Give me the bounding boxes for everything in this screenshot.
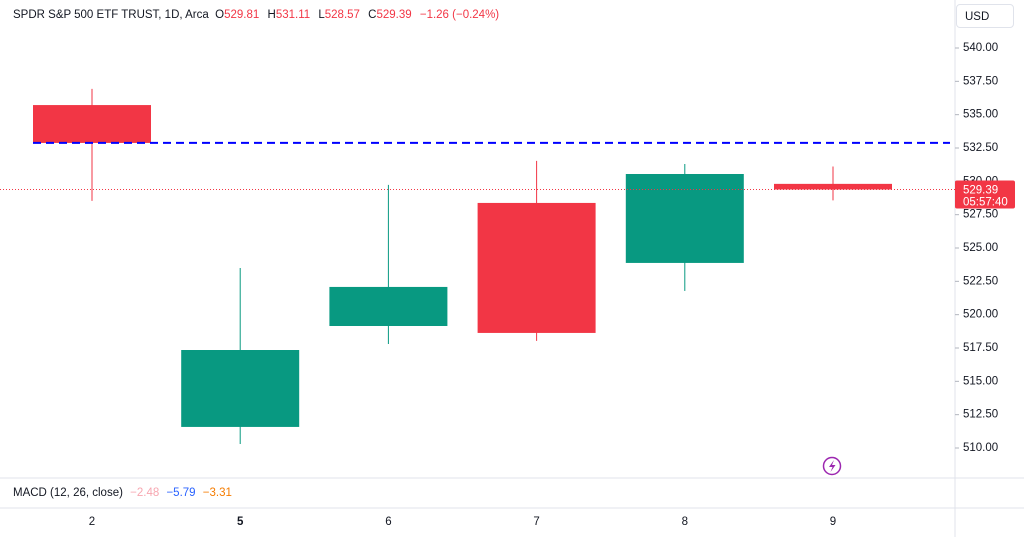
x-tick-label: 6 bbox=[385, 516, 391, 528]
y-tick-label: 515.00 bbox=[963, 375, 998, 387]
macd-value: −2.48 bbox=[130, 487, 160, 499]
price-label-box bbox=[955, 180, 1015, 209]
open-value: 529.81 bbox=[224, 9, 260, 21]
high-value: 531.11 bbox=[275, 9, 311, 21]
candle-body bbox=[625, 174, 744, 263]
x-tick-label: 8 bbox=[682, 516, 688, 528]
candle-body bbox=[181, 350, 300, 427]
y-tick-label: 540.00 bbox=[963, 42, 998, 54]
x-tick-label: 7 bbox=[533, 516, 539, 528]
candle-body bbox=[33, 105, 151, 143]
y-tick-label: 517.50 bbox=[963, 342, 998, 354]
price-label: 529.39 bbox=[963, 184, 998, 196]
y-tick-label: 510.00 bbox=[963, 442, 998, 454]
y-tick-label: 522.50 bbox=[963, 275, 998, 287]
change: −1.26 (−0.24%) bbox=[419, 9, 500, 21]
lightning-icon[interactable] bbox=[822, 456, 842, 476]
legend-header: SPDR S&P 500 ETF TRUST, 1D, Arca O529.81… bbox=[13, 9, 504, 21]
low-value: 528.57 bbox=[324, 9, 360, 21]
y-tick-label: 525.00 bbox=[963, 242, 998, 254]
y-tick-label: 537.50 bbox=[963, 75, 998, 87]
y-tick-label: 535.00 bbox=[963, 109, 998, 121]
x-tick-label: 5 bbox=[237, 516, 244, 528]
y-tick-label: 532.50 bbox=[963, 142, 998, 154]
candle-body bbox=[329, 286, 448, 326]
macd-signal: −5.79 bbox=[166, 487, 196, 499]
open-label: O bbox=[215, 9, 225, 21]
x-tick-label: 2 bbox=[89, 516, 95, 528]
close-label: C bbox=[368, 9, 377, 21]
y-tick-label: 527.50 bbox=[963, 209, 998, 221]
candle-body bbox=[774, 183, 892, 190]
currency-button[interactable]: USD bbox=[956, 4, 1014, 28]
macd-histogram: −3.31 bbox=[202, 487, 232, 499]
countdown: 05:57:40 bbox=[963, 196, 1008, 208]
macd-legend: MACD (12, 26, close) −2.48 −5.79 −3.31 bbox=[13, 487, 232, 499]
y-tick-label: 512.50 bbox=[963, 409, 998, 421]
x-tick-label: 9 bbox=[830, 516, 836, 528]
candle-body bbox=[477, 202, 596, 333]
low-label: L bbox=[318, 9, 325, 21]
y-tick-label: 520.00 bbox=[963, 309, 998, 321]
high-label: H bbox=[267, 9, 276, 21]
macd-title: MACD (12, 26, close) bbox=[13, 487, 123, 499]
close-value: 529.39 bbox=[376, 9, 412, 21]
symbol-title: SPDR S&P 500 ETF TRUST, 1D, Arca bbox=[13, 9, 209, 21]
